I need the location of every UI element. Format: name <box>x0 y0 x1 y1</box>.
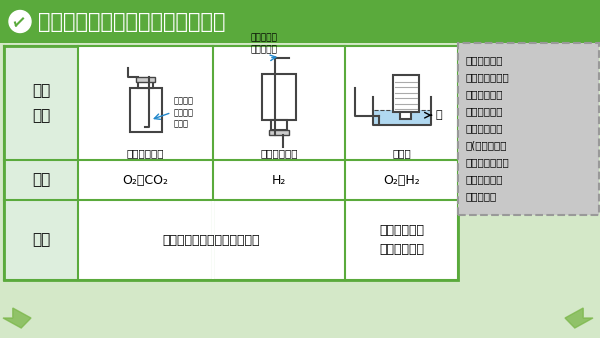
Text: 的成分反应，: 的成分反应， <box>466 106 503 116</box>
Text: 法(要求气体不: 法(要求气体不 <box>466 140 508 150</box>
Text: 又能和空气中: 又能和空气中 <box>466 89 503 99</box>
FancyBboxPatch shape <box>262 73 296 120</box>
FancyBboxPatch shape <box>345 46 458 160</box>
Text: 排空气法收集到的气体：干燥: 排空气法收集到的气体：干燥 <box>163 234 260 246</box>
Text: 向下排空气法: 向下排空气法 <box>260 148 298 158</box>
FancyBboxPatch shape <box>400 113 412 119</box>
FancyBboxPatch shape <box>345 160 458 200</box>
Text: 二、实验室里制取二氧化碳的装置: 二、实验室里制取二氧化碳的装置 <box>38 11 226 31</box>
Text: 示例: 示例 <box>32 172 50 188</box>
FancyBboxPatch shape <box>130 88 161 132</box>
Polygon shape <box>565 308 593 328</box>
FancyBboxPatch shape <box>269 130 289 135</box>
Polygon shape <box>3 308 31 328</box>
Text: 与该液体反应，: 与该液体反应， <box>466 157 510 167</box>
FancyBboxPatch shape <box>392 75 419 113</box>
FancyBboxPatch shape <box>213 160 345 200</box>
FancyBboxPatch shape <box>212 201 214 279</box>
Text: 也不溶于该液: 也不溶于该液 <box>466 174 503 184</box>
Text: O₂、H₂: O₂、H₂ <box>383 173 420 187</box>
FancyBboxPatch shape <box>271 120 287 130</box>
FancyBboxPatch shape <box>373 111 430 125</box>
Text: O₂、CO₂: O₂、CO₂ <box>122 173 169 187</box>
FancyBboxPatch shape <box>78 46 213 160</box>
Text: 可考虑用排液: 可考虑用排液 <box>466 123 503 133</box>
FancyBboxPatch shape <box>4 46 458 280</box>
FancyBboxPatch shape <box>213 200 345 280</box>
Text: 若要收集的气: 若要收集的气 <box>466 55 503 65</box>
FancyBboxPatch shape <box>458 43 599 215</box>
FancyBboxPatch shape <box>213 46 345 160</box>
Circle shape <box>9 10 31 32</box>
Text: 向上排空气法: 向上排空气法 <box>127 148 164 158</box>
Text: 排水法收集到
的气体：纯净: 排水法收集到 的气体：纯净 <box>379 224 424 256</box>
Text: 水: 水 <box>436 110 442 120</box>
Text: H₂: H₂ <box>272 173 286 187</box>
Text: 体）收集。: 体）收集。 <box>466 191 497 201</box>
Text: 导管末端
插到集气
瓶底部: 导管末端 插到集气 瓶底部 <box>173 96 193 129</box>
Text: 特点: 特点 <box>32 233 50 247</box>
Text: 导管放在集
气瓶口即可: 导管放在集 气瓶口即可 <box>251 33 277 54</box>
Text: 收集
装置: 收集 装置 <box>32 83 50 123</box>
Text: 排水法: 排水法 <box>392 148 411 158</box>
FancyBboxPatch shape <box>0 0 600 43</box>
FancyBboxPatch shape <box>345 200 458 280</box>
FancyBboxPatch shape <box>136 77 155 82</box>
Text: 体既能溶于水，: 体既能溶于水， <box>466 72 510 82</box>
FancyBboxPatch shape <box>78 200 213 280</box>
FancyBboxPatch shape <box>78 160 213 200</box>
FancyBboxPatch shape <box>138 79 153 88</box>
